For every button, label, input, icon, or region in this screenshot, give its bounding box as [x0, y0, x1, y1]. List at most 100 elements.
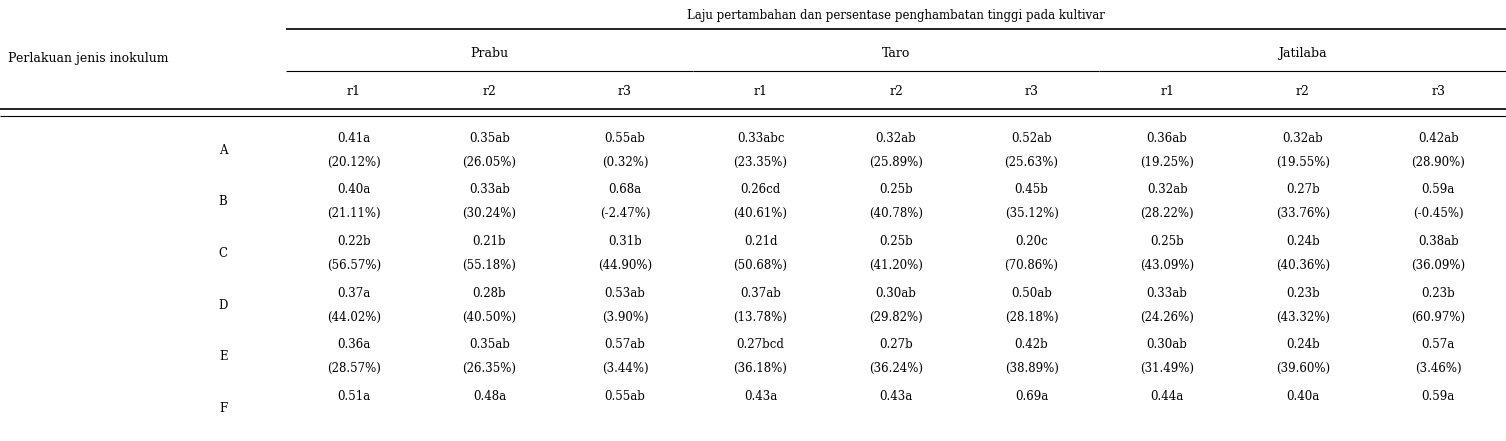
Text: (19.25%): (19.25%)	[1140, 156, 1194, 168]
Text: 0.57a: 0.57a	[1422, 339, 1455, 351]
Text: r2: r2	[889, 85, 904, 98]
Text: 0.38ab: 0.38ab	[1417, 235, 1459, 248]
Text: 0.48a: 0.48a	[473, 390, 506, 403]
Text: Laju pertambahan dan persentase penghambatan tinggi pada kultivar: Laju pertambahan dan persentase penghamb…	[687, 9, 1105, 22]
Text: (36.24%): (36.24%)	[869, 362, 923, 375]
Text: C: C	[218, 247, 227, 260]
Text: (50.68%): (50.68%)	[733, 259, 788, 272]
Text: 0.33ab: 0.33ab	[1146, 287, 1188, 300]
Text: (70.86%): (70.86%)	[1005, 259, 1059, 272]
Text: 0.24b: 0.24b	[1286, 235, 1319, 248]
Text: 0.68a: 0.68a	[608, 183, 642, 197]
Text: r3: r3	[617, 85, 633, 98]
Text: (25.63%): (25.63%)	[1005, 156, 1059, 168]
Text: (28.18%): (28.18%)	[1005, 310, 1059, 324]
Text: (-2.47%): (-2.47%)	[599, 207, 651, 220]
Text: (19.55%): (19.55%)	[1276, 156, 1330, 168]
Text: (44.90%): (44.90%)	[598, 259, 652, 272]
Text: (26.05%): (26.05%)	[462, 156, 517, 168]
Text: (56.57%): (56.57%)	[327, 259, 381, 272]
Text: 0.35ab: 0.35ab	[468, 339, 511, 351]
Text: A: A	[218, 144, 227, 157]
Text: (44.02%): (44.02%)	[327, 310, 381, 324]
Text: 0.42ab: 0.42ab	[1417, 132, 1459, 145]
Text: (40.78%): (40.78%)	[869, 207, 923, 220]
Text: (33.76%): (33.76%)	[1276, 207, 1330, 220]
Text: (20.12%): (20.12%)	[327, 156, 381, 168]
Text: (40.36%): (40.36%)	[1276, 259, 1330, 272]
Text: 0.37a: 0.37a	[337, 287, 370, 300]
Text: (28.90%): (28.90%)	[1411, 156, 1465, 168]
Text: 0.36ab: 0.36ab	[1146, 132, 1188, 145]
Text: 0.30ab: 0.30ab	[875, 287, 917, 300]
Text: 0.53ab: 0.53ab	[604, 287, 646, 300]
Text: E: E	[218, 351, 227, 363]
Text: (36.18%): (36.18%)	[733, 362, 788, 375]
Text: 0.27b: 0.27b	[1286, 183, 1319, 197]
Text: Perlakuan jenis inokulum: Perlakuan jenis inokulum	[8, 52, 169, 65]
Text: (28.57%): (28.57%)	[327, 362, 381, 375]
Text: (13.78%): (13.78%)	[733, 310, 788, 324]
Text: 0.25b: 0.25b	[880, 235, 913, 248]
Text: 0.36a: 0.36a	[337, 339, 370, 351]
Text: (24.26%): (24.26%)	[1140, 310, 1194, 324]
Text: (60.97%): (60.97%)	[1411, 310, 1465, 324]
Text: r3: r3	[1024, 85, 1039, 98]
Text: r2: r2	[482, 85, 497, 98]
Text: Jatilaba: Jatilaba	[1279, 47, 1327, 60]
Text: 0.32ab: 0.32ab	[1146, 183, 1188, 197]
Text: (28.22%): (28.22%)	[1140, 207, 1194, 220]
Text: 0.33ab: 0.33ab	[468, 183, 511, 197]
Text: 0.42b: 0.42b	[1015, 339, 1048, 351]
Text: 0.27bcd: 0.27bcd	[736, 339, 785, 351]
Text: 0.22b: 0.22b	[337, 235, 370, 248]
Text: 0.45b: 0.45b	[1015, 183, 1048, 197]
Text: r2: r2	[1295, 85, 1310, 98]
Text: (40.61%): (40.61%)	[733, 207, 788, 220]
Text: (-0.45%): (-0.45%)	[1413, 207, 1464, 220]
Text: 0.31b: 0.31b	[608, 235, 642, 248]
Text: 0.26cd: 0.26cd	[741, 183, 780, 197]
Text: Taro: Taro	[883, 47, 910, 60]
Text: 0.27b: 0.27b	[880, 339, 913, 351]
Text: 0.23b: 0.23b	[1422, 287, 1455, 300]
Text: 0.52ab: 0.52ab	[1011, 132, 1053, 145]
Text: r1: r1	[346, 85, 361, 98]
Text: 0.32ab: 0.32ab	[875, 132, 917, 145]
Text: (38.89%): (38.89%)	[1005, 362, 1059, 375]
Text: (3.46%): (3.46%)	[1416, 362, 1461, 375]
Text: D: D	[218, 299, 227, 312]
Text: 0.21b: 0.21b	[473, 235, 506, 248]
Text: 0.59a: 0.59a	[1422, 390, 1455, 403]
Text: 0.32ab: 0.32ab	[1282, 132, 1324, 145]
Text: (39.60%): (39.60%)	[1276, 362, 1330, 375]
Text: 0.55ab: 0.55ab	[604, 390, 646, 403]
Text: 0.25b: 0.25b	[1151, 235, 1184, 248]
Text: 0.33abc: 0.33abc	[736, 132, 785, 145]
Text: (30.24%): (30.24%)	[462, 207, 517, 220]
Text: 0.59a: 0.59a	[1422, 183, 1455, 197]
Text: (3.44%): (3.44%)	[602, 362, 648, 375]
Text: (23.35%): (23.35%)	[733, 156, 788, 168]
Text: 0.50ab: 0.50ab	[1011, 287, 1053, 300]
Text: (21.11%): (21.11%)	[327, 207, 381, 220]
Text: (43.09%): (43.09%)	[1140, 259, 1194, 272]
Text: 0.23b: 0.23b	[1286, 287, 1319, 300]
Text: (40.50%): (40.50%)	[462, 310, 517, 324]
Text: 0.69a: 0.69a	[1015, 390, 1048, 403]
Text: 0.21d: 0.21d	[744, 235, 777, 248]
Text: 0.40a: 0.40a	[1286, 390, 1319, 403]
Text: 0.35ab: 0.35ab	[468, 132, 511, 145]
Text: 0.30ab: 0.30ab	[1146, 339, 1188, 351]
Text: (43.32%): (43.32%)	[1276, 310, 1330, 324]
Text: (36.09%): (36.09%)	[1411, 259, 1465, 272]
Text: (0.32%): (0.32%)	[602, 156, 648, 168]
Text: 0.20c: 0.20c	[1015, 235, 1048, 248]
Text: (31.49%): (31.49%)	[1140, 362, 1194, 375]
Text: (26.35%): (26.35%)	[462, 362, 517, 375]
Text: 0.41a: 0.41a	[337, 132, 370, 145]
Text: 0.24b: 0.24b	[1286, 339, 1319, 351]
Text: r1: r1	[1160, 85, 1175, 98]
Text: 0.44a: 0.44a	[1151, 390, 1184, 403]
Text: B: B	[218, 195, 227, 208]
